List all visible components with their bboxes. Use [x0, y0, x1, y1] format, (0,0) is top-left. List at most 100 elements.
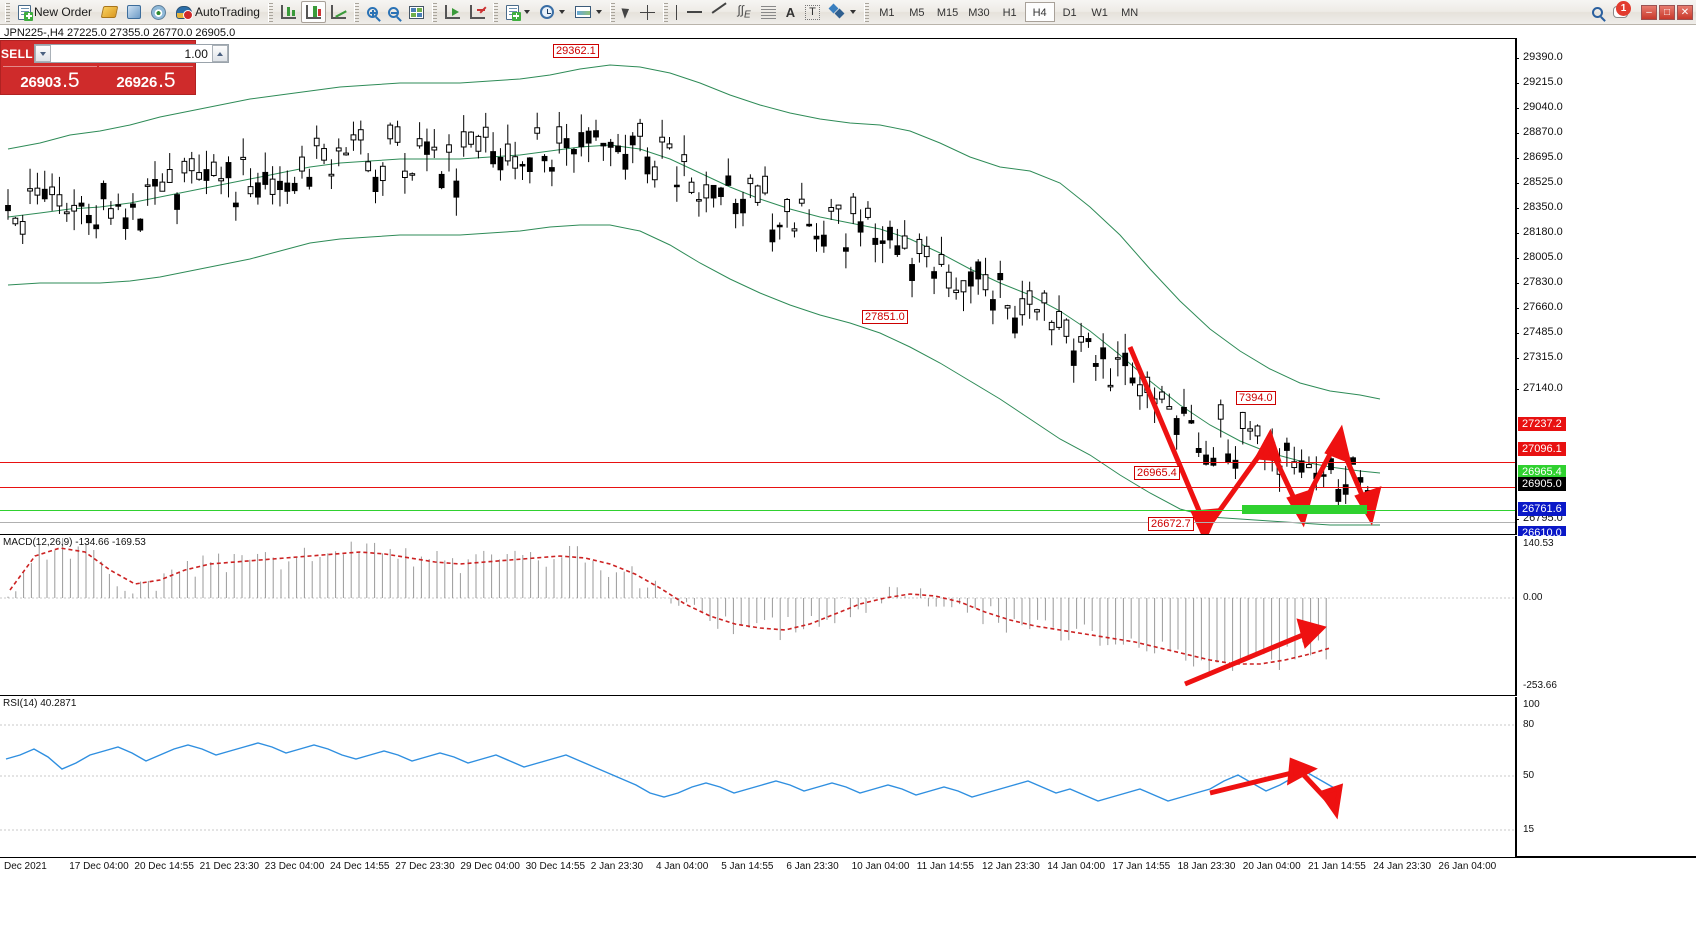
trendline-button[interactable]: [707, 1, 732, 23]
shapes-button[interactable]: [825, 1, 861, 23]
buy-price-frac: .5: [158, 69, 176, 93]
price-chip-27096-1[interactable]: 27096.1: [1518, 442, 1566, 456]
volume-increase-button[interactable]: [211, 45, 228, 62]
chevron-down-icon[interactable]: [595, 10, 602, 14]
time-tick: 24 Jan 23:30: [1373, 861, 1432, 872]
chevron-down-icon[interactable]: [558, 10, 565, 14]
annotation-27394[interactable]: 7394.0: [1236, 391, 1276, 405]
terminal-button[interactable]: [122, 1, 146, 23]
timeframe-w1[interactable]: W1: [1091, 7, 1108, 19]
macd-pane[interactable]: MACD(12,26,9) -134.66 -169.53: [0, 536, 1515, 696]
metaeditor-button[interactable]: [97, 1, 122, 23]
chevron-down-icon[interactable]: [523, 10, 530, 14]
search-icon: [1592, 6, 1603, 18]
templates-icon: [574, 6, 591, 18]
text-button[interactable]: A: [781, 1, 800, 23]
zoom-in-icon: [366, 6, 378, 18]
chart-shift-button[interactable]: [465, 1, 490, 23]
price-axis[interactable]: 29390.0 29215.0 29040.0 28870.0 28695.0 28525…: [1515, 38, 1696, 540]
time-tick: 18 Jan 23:30: [1177, 861, 1236, 872]
crosshair-icon: [639, 4, 655, 20]
tile-windows-button[interactable]: [404, 1, 429, 23]
templates-button[interactable]: [570, 1, 607, 23]
equidistant-channel-icon: [760, 5, 776, 19]
crosshair-tool-button[interactable]: [635, 1, 660, 23]
notifications-button[interactable]: 1: [1608, 1, 1633, 23]
trend-arrow-down: [1127, 346, 1220, 534]
sell-price[interactable]: 26903 .5: [3, 66, 97, 92]
zoom-in-button[interactable]: [362, 1, 383, 23]
new-order-button[interactable]: New Order: [13, 1, 97, 23]
window-maximize-button[interactable]: □: [1659, 4, 1675, 20]
autotrading-button[interactable]: AutoTrading: [171, 1, 265, 23]
candlestick-chart-button[interactable]: [300, 1, 326, 23]
price-tick-28350-0: 28350.0: [1515, 201, 1563, 213]
volume-input[interactable]: [50, 45, 212, 62]
price-chip-26905-0[interactable]: 26905.0: [1518, 477, 1566, 491]
horizontal-line-button[interactable]: [682, 1, 707, 23]
rsi-pane[interactable]: RSI(14) 40.2871: [0, 697, 1515, 857]
zoom-out-button[interactable]: [383, 1, 404, 23]
time-tick: 21 Dec 23:30: [199, 861, 260, 872]
annotation-27851[interactable]: 27851.0: [862, 310, 908, 324]
timeframe-d1[interactable]: D1: [1062, 7, 1077, 19]
annotation-26965[interactable]: 26965.4: [1134, 466, 1180, 480]
signals-button[interactable]: [146, 1, 171, 23]
support-line-26965[interactable]: [0, 510, 1515, 511]
volume-decrease-button[interactable]: [34, 45, 51, 62]
resistance-line-27237[interactable]: [0, 462, 1515, 463]
time-axis[interactable]: Dec 2021 17 Dec 04:00 20 Dec 14:55 21 Dec 2…: [0, 857, 1696, 879]
timeframe-m15[interactable]: M15: [936, 7, 959, 19]
buy-button[interactable]: BUY: [229, 46, 257, 61]
time-tick: 2 Jan 23:30: [590, 861, 644, 872]
macd-canvas: [0, 537, 1515, 687]
notifications-icon: 1: [1613, 1, 1631, 18]
fibonacci-button[interactable]: ∫∫E: [732, 1, 755, 23]
window-minimize-button[interactable]: –: [1641, 4, 1657, 20]
annotation-29362[interactable]: 29362.1: [553, 44, 599, 58]
time-tick: 21 Jan 14:55: [1308, 861, 1366, 872]
timeframe-m30[interactable]: M30: [968, 7, 990, 19]
sell-button[interactable]: SELL: [1, 46, 33, 61]
periods-button[interactable]: [535, 1, 570, 23]
time-tick: 11 Jan 14:55: [916, 861, 974, 872]
price-chip-26761-6[interactable]: 26761.6: [1518, 502, 1566, 516]
cursor-tool-button[interactable]: [618, 1, 635, 23]
bar-chart-button[interactable]: [276, 1, 301, 23]
window-close-button[interactable]: ✕: [1677, 4, 1693, 20]
auto-scroll-button[interactable]: [440, 1, 465, 23]
chevron-down-icon[interactable]: [849, 10, 856, 14]
toolbar-separator: [609, 2, 615, 22]
price-chart[interactable]: 29362.1 27851.0 7394.0 26965.4 26672.7: [0, 38, 1515, 535]
timeframe-m1[interactable]: M1: [879, 7, 895, 19]
annotation-26672[interactable]: 26672.7: [1148, 517, 1194, 531]
macd-tick-bottom: -253.66: [1523, 680, 1557, 691]
line-chart-button[interactable]: [326, 1, 351, 23]
timeframe-h1[interactable]: H1: [1002, 7, 1017, 19]
buy-price[interactable]: 26926 .5: [99, 66, 193, 92]
indicators-button[interactable]: [501, 1, 535, 23]
timeframe-h4[interactable]: H4: [1024, 2, 1055, 22]
price-tick-27140-0: 27140.0: [1515, 382, 1563, 394]
search-button[interactable]: [1587, 1, 1608, 23]
price-tick-27830-0: 27830.0: [1515, 276, 1563, 288]
one-click-trading-panel[interactable]: SELL BUY 26903 .5 26926 .5: [0, 40, 256, 95]
toolbar-separator: [863, 2, 869, 22]
resistance-line-27096[interactable]: [0, 487, 1515, 488]
vertical-line-button[interactable]: [671, 1, 683, 23]
time-tick: 26 Jan 04:00: [1438, 861, 1497, 872]
volume-stepper[interactable]: [33, 44, 229, 63]
new-order-label: New Order: [34, 5, 93, 19]
price-chip-26965-4[interactable]: 26965.4: [1518, 465, 1566, 479]
channel-button[interactable]: [756, 1, 781, 23]
text-label-button[interactable]: T: [800, 1, 825, 23]
timeframe-mn[interactable]: MN: [1121, 7, 1139, 19]
timeframe-group: M1 M5 M15 M30 H1 H4 D1 W1 MN: [872, 2, 1145, 22]
timeframe-m5[interactable]: M5: [909, 7, 925, 19]
rsi-trend-arrow: [1209, 757, 1344, 820]
price-chip-27237-2[interactable]: 27237.2: [1518, 417, 1566, 431]
time-tick: 17 Jan 14:55: [1112, 861, 1171, 872]
bollinger-lower-band: [7, 224, 1380, 526]
tile-windows-icon: [408, 5, 424, 19]
toolbar-separator: [5, 2, 10, 22]
